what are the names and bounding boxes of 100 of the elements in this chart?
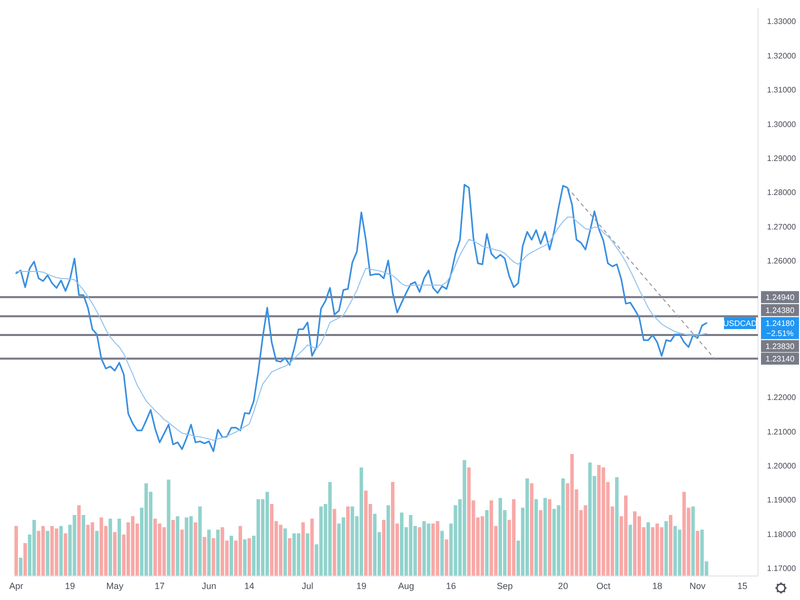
text: 1.24180 bbox=[766, 319, 796, 328]
y-tick-label: 1.30000 bbox=[767, 120, 796, 129]
y-tick-label: 1.28000 bbox=[767, 188, 796, 198]
bar bbox=[490, 500, 494, 576]
bar bbox=[283, 528, 287, 576]
x-tick-label: May bbox=[106, 580, 124, 591]
x-tick-label: 19 bbox=[64, 580, 75, 591]
bar bbox=[310, 518, 314, 576]
bar bbox=[220, 527, 224, 576]
bar bbox=[14, 526, 18, 576]
line-series bbox=[16, 216, 707, 441]
y-tick-label: 1.17000 bbox=[767, 564, 796, 574]
bar bbox=[615, 477, 619, 576]
y-tick-label: 1.26000 bbox=[767, 256, 796, 266]
ref-line-label: 1.23830 bbox=[766, 342, 796, 352]
bar bbox=[633, 511, 637, 576]
bar bbox=[113, 532, 117, 576]
bar bbox=[530, 483, 534, 576]
bar bbox=[118, 518, 122, 576]
y-tick-label: 1.18000 bbox=[767, 530, 796, 539]
bar bbox=[162, 527, 166, 576]
y-tick-label: 1.27000 bbox=[767, 222, 796, 232]
x-tick-label: Sep bbox=[496, 580, 513, 591]
bar bbox=[498, 498, 502, 576]
bar bbox=[100, 517, 104, 576]
bar bbox=[176, 516, 180, 576]
y-tick-label: 1.33000 bbox=[767, 17, 796, 26]
ref-line-label: 1.24380 bbox=[766, 306, 796, 316]
bar bbox=[64, 533, 68, 576]
bar bbox=[534, 499, 538, 576]
bar bbox=[108, 518, 112, 576]
y-tick-label: 1.20000 bbox=[767, 462, 796, 471]
bar bbox=[691, 506, 695, 576]
bar bbox=[543, 498, 547, 576]
text: −2.51% bbox=[766, 329, 794, 338]
bar bbox=[216, 530, 220, 576]
bar bbox=[86, 524, 90, 576]
bar bbox=[166, 480, 170, 576]
bar bbox=[696, 530, 700, 576]
bar bbox=[278, 524, 282, 576]
bar bbox=[319, 506, 323, 576]
x-tick-label: 18 bbox=[652, 580, 662, 591]
bar bbox=[485, 510, 489, 576]
bar bbox=[467, 467, 471, 576]
bar bbox=[440, 530, 444, 576]
bar bbox=[230, 536, 234, 576]
x-tick-label: 19 bbox=[356, 580, 366, 591]
bar bbox=[382, 520, 386, 576]
x-tick-label: Apr bbox=[9, 580, 24, 591]
bar bbox=[373, 514, 377, 576]
bar bbox=[668, 515, 672, 576]
bar bbox=[32, 520, 36, 576]
bar bbox=[288, 538, 292, 576]
bar bbox=[23, 543, 27, 576]
bar bbox=[426, 524, 430, 576]
y-tick-label: 1.29000 bbox=[767, 154, 796, 163]
bar bbox=[700, 530, 704, 576]
bar bbox=[301, 522, 305, 576]
bar bbox=[444, 539, 448, 576]
bar bbox=[54, 528, 58, 576]
bar bbox=[265, 492, 269, 576]
bar bbox=[46, 530, 50, 576]
bar bbox=[207, 530, 211, 576]
bar bbox=[332, 508, 336, 576]
x-tick-label: 20 bbox=[558, 580, 568, 591]
bar bbox=[202, 536, 206, 576]
x-tick-label: Oct bbox=[596, 580, 611, 591]
bar bbox=[82, 515, 86, 576]
bar bbox=[248, 538, 252, 576]
x-tick-label: 14 bbox=[244, 580, 254, 591]
bar bbox=[212, 538, 216, 576]
bar bbox=[678, 530, 682, 576]
bar bbox=[189, 516, 193, 576]
y-tick-label: 1.31000 bbox=[767, 86, 796, 95]
ref-line-label: 1.24940 bbox=[766, 293, 796, 302]
bar bbox=[628, 524, 632, 576]
bar bbox=[296, 533, 300, 576]
x-tick-label: Jun bbox=[202, 580, 216, 591]
x-tick-label: Nov bbox=[690, 580, 706, 591]
bar bbox=[306, 533, 310, 576]
x-tick-label: Jul bbox=[302, 580, 314, 591]
x-tick-label: 16 bbox=[446, 580, 456, 591]
y-tick-label: 1.22000 bbox=[767, 393, 796, 402]
bar bbox=[386, 505, 390, 576]
bar bbox=[548, 499, 552, 576]
y-tick-label: 1.19000 bbox=[767, 496, 796, 505]
bar bbox=[525, 478, 529, 576]
bar bbox=[171, 520, 175, 576]
bar bbox=[198, 506, 202, 576]
bar bbox=[364, 490, 368, 576]
x-tick-label: 17 bbox=[154, 580, 165, 591]
bar bbox=[350, 506, 354, 576]
bar bbox=[95, 530, 99, 576]
bar bbox=[664, 521, 668, 576]
bar bbox=[346, 506, 350, 576]
bar bbox=[538, 510, 542, 576]
line-series bbox=[15, 184, 708, 452]
bar bbox=[418, 527, 422, 576]
y-tick-label: 1.21000 bbox=[767, 427, 796, 436]
x-tick-label: 15 bbox=[737, 580, 748, 591]
